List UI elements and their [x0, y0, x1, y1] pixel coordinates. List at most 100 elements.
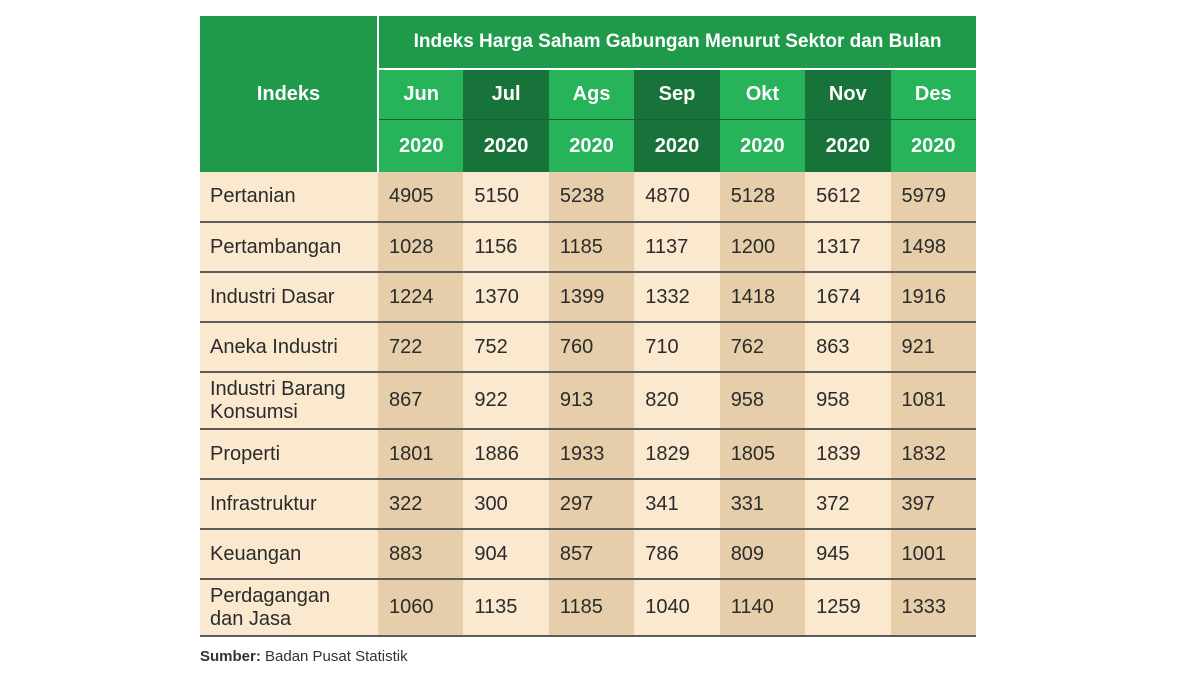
row-label-line: dan Jasa — [210, 607, 292, 630]
table-cell: 1916 — [890, 272, 977, 323]
table-cell: 4870 — [634, 172, 720, 223]
table-cell: 341 — [634, 479, 720, 530]
table-cell: 5150 — [463, 172, 549, 223]
table-cell: 1832 — [890, 429, 977, 480]
table-body: Pertanian 4905 5150 5238 4870 5128 5612 5979 Per… — [200, 172, 977, 637]
table-cell: 300 — [463, 479, 549, 530]
table-cell: 1060 — [378, 579, 464, 637]
year-header: 2020 — [634, 119, 720, 172]
row-label: Industri Barang Konsumsi — [200, 372, 378, 430]
row-label-line: Konsumsi — [210, 400, 298, 423]
table-row: Properti 1801 1886 1933 1829 1805 1839 1832 — [200, 429, 977, 480]
table-cell: 710 — [634, 322, 720, 373]
source-text: Badan Pusat Statistik — [260, 648, 408, 665]
table-cell: 1839 — [805, 429, 891, 480]
source-label: Sumber: — [200, 648, 261, 665]
table-cell: 1040 — [634, 579, 720, 637]
table-cell: 722 — [378, 322, 464, 373]
source-note: Sumber: Badan Pusat Statistik — [200, 648, 408, 665]
table-cell: 1185 — [548, 222, 635, 273]
row-label: Perdagangan dan Jasa — [200, 579, 378, 637]
row-label: Pertambangan — [200, 222, 378, 273]
row-label: Pertanian — [200, 172, 378, 223]
table-cell: 922 — [463, 372, 549, 430]
month-header: Sep — [634, 69, 720, 120]
month-header-row: Jun Jul Ags Sep Okt Nov Des — [200, 69, 977, 120]
row-label-line: Infrastruktur — [210, 492, 317, 515]
table-row: Keuangan 883 904 857 786 809 945 1001 — [200, 529, 977, 580]
month-header: Ags — [548, 69, 635, 120]
index-column-header: Indeks — [200, 16, 379, 172]
table-cell: 1140 — [719, 579, 806, 637]
row-label-line: Keuangan — [210, 542, 302, 565]
year-header: 2020 — [890, 119, 977, 172]
table-row: Perdagangan dan Jasa 1060 1135 1185 1040 1140 1… — [200, 579, 977, 637]
table-group-title: Indeks Harga Saham Gabungan Menurut Sekt… — [378, 16, 977, 70]
row-label: Aneka Industri — [200, 322, 378, 373]
table-cell: 1081 — [890, 372, 977, 430]
row-label-line: Pertambangan — [210, 235, 342, 258]
month-header: Jun — [378, 69, 464, 120]
table-cell: 322 — [378, 479, 464, 530]
year-header: 2020 — [805, 119, 891, 172]
table-cell: 904 — [463, 529, 549, 580]
month-header: Nov — [805, 69, 891, 120]
table-row: Industri Dasar 1224 1370 1399 1332 1418 1674 19… — [200, 272, 977, 323]
table-cell: 1137 — [634, 222, 720, 273]
table-cell: 1399 — [548, 272, 635, 323]
table-cell: 867 — [378, 372, 464, 430]
row-label-line: Pertanian — [210, 185, 296, 207]
table-row: Aneka Industri 722 752 760 710 762 863 921 — [200, 322, 977, 373]
year-header: 2020 — [378, 119, 464, 172]
table-cell: 1135 — [463, 579, 549, 637]
month-header: Okt — [719, 69, 806, 120]
sector-index-table: Indeks Indeks Harga Saham Gabungan Menur… — [200, 16, 977, 637]
year-header-row: 2020 2020 2020 2020 2020 2020 2020 — [200, 119, 977, 172]
month-header: Jul — [463, 69, 549, 120]
table-cell: 1805 — [719, 429, 806, 480]
table-cell: 1259 — [805, 579, 891, 637]
table-cell: 786 — [634, 529, 720, 580]
table-cell: 1829 — [634, 429, 720, 480]
table-cell: 1224 — [378, 272, 464, 323]
table-cell: 331 — [719, 479, 806, 530]
table-cell: 958 — [805, 372, 891, 430]
table-cell: 1317 — [805, 222, 891, 273]
row-label-line: Industri Dasar — [210, 285, 335, 308]
table-cell: 4905 — [378, 172, 464, 223]
table-cell: 883 — [378, 529, 464, 580]
table-cell: 1028 — [378, 222, 464, 273]
year-header: 2020 — [463, 119, 549, 172]
row-label: Properti — [200, 429, 378, 480]
table-cell: 1333 — [890, 579, 977, 637]
table-row: Infrastruktur 322 300 297 341 331 372 397 — [200, 479, 977, 530]
row-label-line: Aneka Industri — [210, 335, 338, 358]
row-label-line: Perdagangan — [210, 584, 331, 607]
table-cell: 1933 — [548, 429, 635, 480]
table-cell: 1185 — [548, 579, 635, 637]
row-label-line: Properti — [210, 442, 281, 465]
year-header: 2020 — [548, 119, 635, 172]
table-cell: 809 — [719, 529, 806, 580]
table-cell: 1886 — [463, 429, 549, 480]
table-row: Pertambangan 1028 1156 1185 1137 1200 1317 1498 — [200, 222, 977, 273]
table-cell: 958 — [719, 372, 806, 430]
table-cell: 1156 — [463, 222, 549, 273]
table-cell: 1200 — [719, 222, 806, 273]
table-cell: 5979 — [890, 172, 977, 223]
table-cell: 5612 — [805, 172, 891, 223]
table-cell: 397 — [890, 479, 977, 530]
table-cell: 5238 — [548, 172, 635, 223]
table-cell: 945 — [805, 529, 891, 580]
table-cell: 863 — [805, 322, 891, 373]
table-cell: 913 — [548, 372, 635, 430]
table-cell: 372 — [805, 479, 891, 530]
year-header: 2020 — [719, 119, 806, 172]
table-cell: 921 — [890, 322, 977, 373]
table-cell: 1001 — [890, 529, 977, 580]
header-title-row: Indeks Indeks Harga Saham Gabungan Menur… — [200, 16, 977, 172]
table-cell: 857 — [548, 529, 635, 580]
row-label: Keuangan — [200, 529, 378, 580]
table-row: Pertanian 4905 5150 5238 4870 5128 5612 5979 — [200, 172, 977, 223]
